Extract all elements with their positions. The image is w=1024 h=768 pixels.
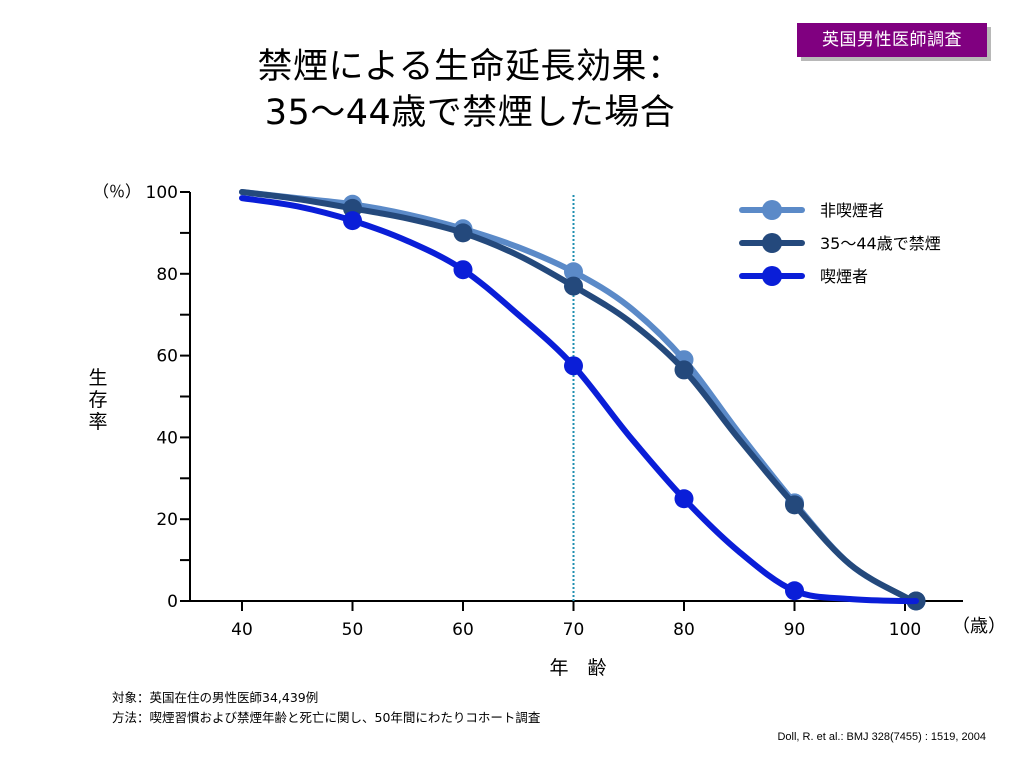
series-smoker-point [785, 581, 804, 601]
series-quit-35-44-point [785, 495, 804, 515]
series-quit-35-44-line [239, 189, 919, 605]
note-subject: 対象：英国在住の男性医師34,439例 [112, 690, 319, 705]
title-line-1: 禁煙による生命延長効果： [257, 47, 683, 87]
series-smoker-point [674, 489, 694, 509]
title-line-2: 35～44歳で禁煙した場合 [264, 93, 676, 133]
y-axis-label-char: 生 [88, 367, 107, 389]
y-unit-label: （％） [93, 182, 141, 201]
y-tick-label: 20 [156, 510, 178, 530]
series-non-smoker-point [564, 262, 583, 282]
series-non-smoker-line [239, 189, 919, 605]
x-unit-label: （歳） [952, 616, 1006, 637]
series-quit-35-44-point [674, 360, 694, 380]
note-method: 方法：喫煙習慣および禁煙年齢と死亡に関し、50年間にわたりコホート調査 [112, 710, 541, 725]
x-tick-label: 70 [563, 620, 585, 640]
legend-swatch-marker [762, 200, 782, 220]
series-smoker-point [343, 211, 362, 231]
series-quit-35-44-point [453, 223, 473, 243]
y-tick-label: 60 [156, 347, 178, 367]
y-tick-label: 100 [146, 183, 178, 203]
series-quit-35-44-point [564, 276, 583, 296]
y-tick-label: 40 [156, 428, 178, 448]
y-axis-label-char: 存 [88, 389, 107, 411]
legend-label: 35～44歳で禁煙 [820, 234, 941, 253]
survey-badge: 英国男性医師調査 [797, 23, 987, 57]
series-smoker-point [564, 356, 583, 376]
series-smoker-line [239, 195, 919, 605]
x-axis-label: 年 齢 [549, 657, 606, 679]
legend-swatch-marker [762, 233, 782, 253]
survival-chart: 0 20 40 60 80 100 40 50 60 70 80 90 100 （％） （歳） 年 齢 生存率 非… [88, 182, 1006, 679]
y-tick-label: 0 [167, 592, 178, 612]
x-tick-label: 50 [342, 620, 364, 640]
y-axis-label-char: 率 [88, 411, 107, 433]
citation: Doll, R. et al.: BMJ 328(7455) : 1519, 2… [777, 731, 986, 743]
legend-label: 喫煙者 [820, 267, 868, 286]
study-notes: 対象：英国在住の男性医師34,439例 方法：喫煙習慣および禁煙年齢と死亡に関し… [112, 688, 540, 728]
x-tick-label: 60 [452, 620, 474, 640]
legend-label: 非喫煙者 [820, 201, 884, 220]
series-smoker-point [453, 260, 473, 280]
y-tick-label: 80 [156, 265, 178, 285]
legend-swatch-marker [762, 266, 782, 286]
x-tick-label: 40 [231, 620, 253, 640]
x-tick-label: 80 [673, 620, 695, 640]
x-tick-label: 90 [784, 620, 806, 640]
x-tick-label: 100 [889, 620, 921, 640]
page-title: 禁煙による生命延長効果： 35～44歳で禁煙した場合 [140, 44, 800, 136]
